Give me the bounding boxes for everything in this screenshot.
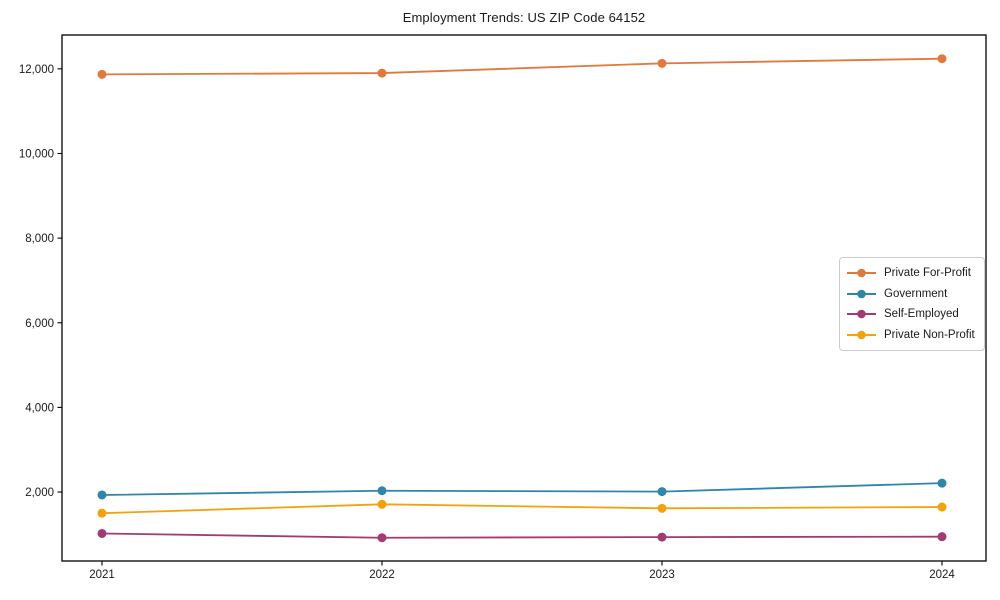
y-tick-label: 2,000 <box>25 487 54 499</box>
y-axis: 2,000 4,000 6,000 8,000 10,000 12,000 <box>19 64 62 499</box>
series-line <box>101 57 943 76</box>
series-self-employed <box>97 528 947 543</box>
y-tick-label: 6,000 <box>25 318 54 330</box>
x-axis: 2021 2022 2023 2024 <box>89 561 955 581</box>
line-marker-icon <box>847 330 876 340</box>
data-point <box>657 532 667 542</box>
data-point <box>657 58 667 68</box>
series-private-for-profit <box>97 54 947 79</box>
line-marker-icon <box>847 289 876 299</box>
data-point <box>657 503 667 513</box>
series-line <box>101 503 943 515</box>
legend: Private For-Profit Government Self-Emplo… <box>839 257 985 351</box>
legend-label: Self-Employed <box>884 308 959 321</box>
series-private-non-profit <box>97 499 947 518</box>
data-point <box>97 490 107 500</box>
series-line <box>101 532 943 539</box>
series-line <box>101 482 943 496</box>
legend-item-self-employed: Self-Employed <box>846 304 975 325</box>
data-point <box>657 487 667 497</box>
y-tick-label: 4,000 <box>25 402 54 414</box>
x-tick-label: 2023 <box>649 569 675 581</box>
legend-item-private-non-profit: Private Non-Profit <box>846 325 975 346</box>
y-tick-label: 12,000 <box>19 64 54 76</box>
x-tick-label: 2024 <box>929 569 955 581</box>
y-tick-label: 8,000 <box>25 233 54 245</box>
legend-item-private-for-profit: Private For-Profit <box>846 263 975 284</box>
legend-label: Private For-Profit <box>884 267 971 280</box>
data-point <box>377 499 387 509</box>
y-tick-label: 10,000 <box>19 148 54 160</box>
chart-title: Employment Trends: US ZIP Code 64152 <box>402 10 646 25</box>
x-tick-label: 2022 <box>369 569 395 581</box>
x-tick-label: 2021 <box>89 569 115 581</box>
data-point <box>97 528 107 538</box>
data-point <box>937 54 947 64</box>
series-government <box>97 478 947 500</box>
line-marker-icon <box>847 268 876 278</box>
data-point <box>377 68 387 78</box>
data-point <box>937 502 947 512</box>
legend-label: Government <box>884 287 948 300</box>
line-marker-icon <box>847 309 876 319</box>
data-point <box>97 69 107 79</box>
data-point <box>377 533 387 543</box>
data-point <box>97 508 107 518</box>
data-point <box>937 532 947 542</box>
plot-frame <box>61 34 987 562</box>
legend-item-government: Government <box>846 284 975 305</box>
data-point <box>377 486 387 496</box>
data-point <box>937 478 947 488</box>
legend-label: Private Non-Profit <box>884 328 975 341</box>
